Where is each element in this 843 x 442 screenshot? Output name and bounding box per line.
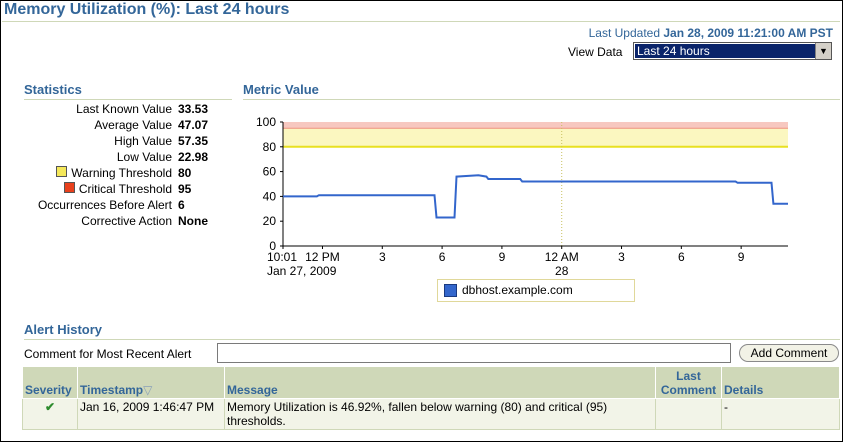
stat-value: 57.35 [178, 134, 209, 148]
x-tick-label: 12 AM [545, 250, 579, 264]
message-cell: Memory Utilization is 46.92%, fallen bel… [224, 398, 656, 430]
x-tick-sublabel: Jan 27, 2009 [267, 264, 337, 278]
last-updated-value: Jan 28, 2009 11:21:00 AM PST [663, 26, 833, 40]
warning-band [283, 128, 788, 147]
stat-label: Average Value [94, 118, 172, 132]
stat-label: Warning Threshold [71, 166, 172, 180]
statistics-heading: Statistics [24, 82, 82, 97]
add-comment-button[interactable]: Add Comment [739, 344, 839, 362]
critical-band [283, 122, 788, 129]
last-comment-cell [655, 398, 722, 430]
stat-label: Critical Threshold [78, 182, 172, 196]
title-divider [2, 21, 840, 22]
last-updated-label: Last Updated [588, 26, 660, 40]
legend-label: dbhost.example.com [462, 283, 573, 297]
x-tick-label: 3 [379, 250, 386, 264]
series-line [283, 174, 788, 219]
details-cell: - [721, 398, 840, 430]
legend-swatch-icon [444, 284, 457, 297]
comment-input[interactable] [217, 343, 731, 363]
stat-value: 33.53 [178, 102, 209, 116]
y-tick-label: 100 [256, 115, 276, 129]
stat-label: Corrective Action [81, 214, 172, 228]
stat-value: 22.98 [178, 150, 209, 164]
view-data-label: View Data [568, 45, 623, 59]
table-row: ✔ Jan 16, 2009 1:46:47 PM Memory Utiliza… [22, 398, 840, 430]
check-icon: ✔ [44, 400, 56, 414]
chevron-down-icon[interactable]: ▼ [815, 43, 831, 59]
x-tick-label: 3 [618, 250, 625, 264]
comment-label: Comment for Most Recent Alert [24, 347, 192, 361]
stat-value: None [178, 214, 208, 228]
column-header-message: Message [224, 366, 656, 399]
column-header-details: Details [721, 366, 840, 399]
y-tick-label: 20 [263, 214, 277, 228]
page-title: Memory Utilization (%): Last 24 hours [4, 1, 290, 18]
x-tick-label: 9 [738, 250, 745, 264]
view-data-selected: Last 24 hours [635, 44, 816, 58]
warning-swatch-icon [56, 166, 68, 177]
x-tick-label: 10:01 [267, 250, 297, 264]
stat-value: 6 [178, 198, 185, 212]
stat-value: 47.07 [178, 118, 209, 132]
alert-history-heading: Alert History [24, 322, 103, 337]
stat-label: Last Known Value [76, 102, 172, 116]
y-tick-label: 40 [263, 189, 277, 203]
column-header-last-comment: Last Comment [655, 366, 722, 399]
x-tick-label: 6 [439, 250, 446, 264]
critical-swatch-icon [63, 182, 75, 193]
timestamp-cell: Jan 16, 2009 1:46:47 PM [77, 398, 225, 430]
sort-descending-icon[interactable]: ▽ [143, 383, 153, 397]
view-data-select[interactable]: Last 24 hours ▼ [633, 42, 832, 60]
severity-cell: ✔ [22, 398, 78, 430]
x-tick-label: 9 [499, 250, 506, 264]
y-tick-label: 80 [263, 140, 277, 154]
last-updated: Last Updated Jan 28, 2009 11:21:00 AM PS… [589, 26, 833, 40]
timestamp-header-label: Timestamp [80, 383, 144, 397]
metric-divider [243, 99, 840, 100]
stat-value: 95 [178, 182, 192, 196]
x-tick-label: 6 [678, 250, 685, 264]
statistics-divider [24, 99, 232, 100]
x-tick-sublabel: 28 [555, 264, 569, 278]
chart-legend: dbhost.example.com [437, 279, 635, 302]
y-tick-label: 60 [263, 165, 277, 179]
stat-label: Occurrences Before Alert [37, 198, 172, 212]
stat-label: Low Value [116, 150, 172, 164]
stat-value: 80 [178, 166, 192, 180]
y-tick-label: 0 [269, 239, 276, 253]
alert-history-divider [24, 339, 840, 340]
alert-history-table: Severity Timestamp▽ Message Last Comment … [22, 366, 840, 430]
x-tick-label: 12 PM [305, 250, 340, 264]
metric-heading: Metric Value [243, 82, 319, 97]
column-header-timestamp[interactable]: Timestamp▽ [77, 366, 225, 399]
column-header-severity[interactable]: Severity [22, 366, 78, 399]
stat-label: High Value [114, 134, 172, 148]
